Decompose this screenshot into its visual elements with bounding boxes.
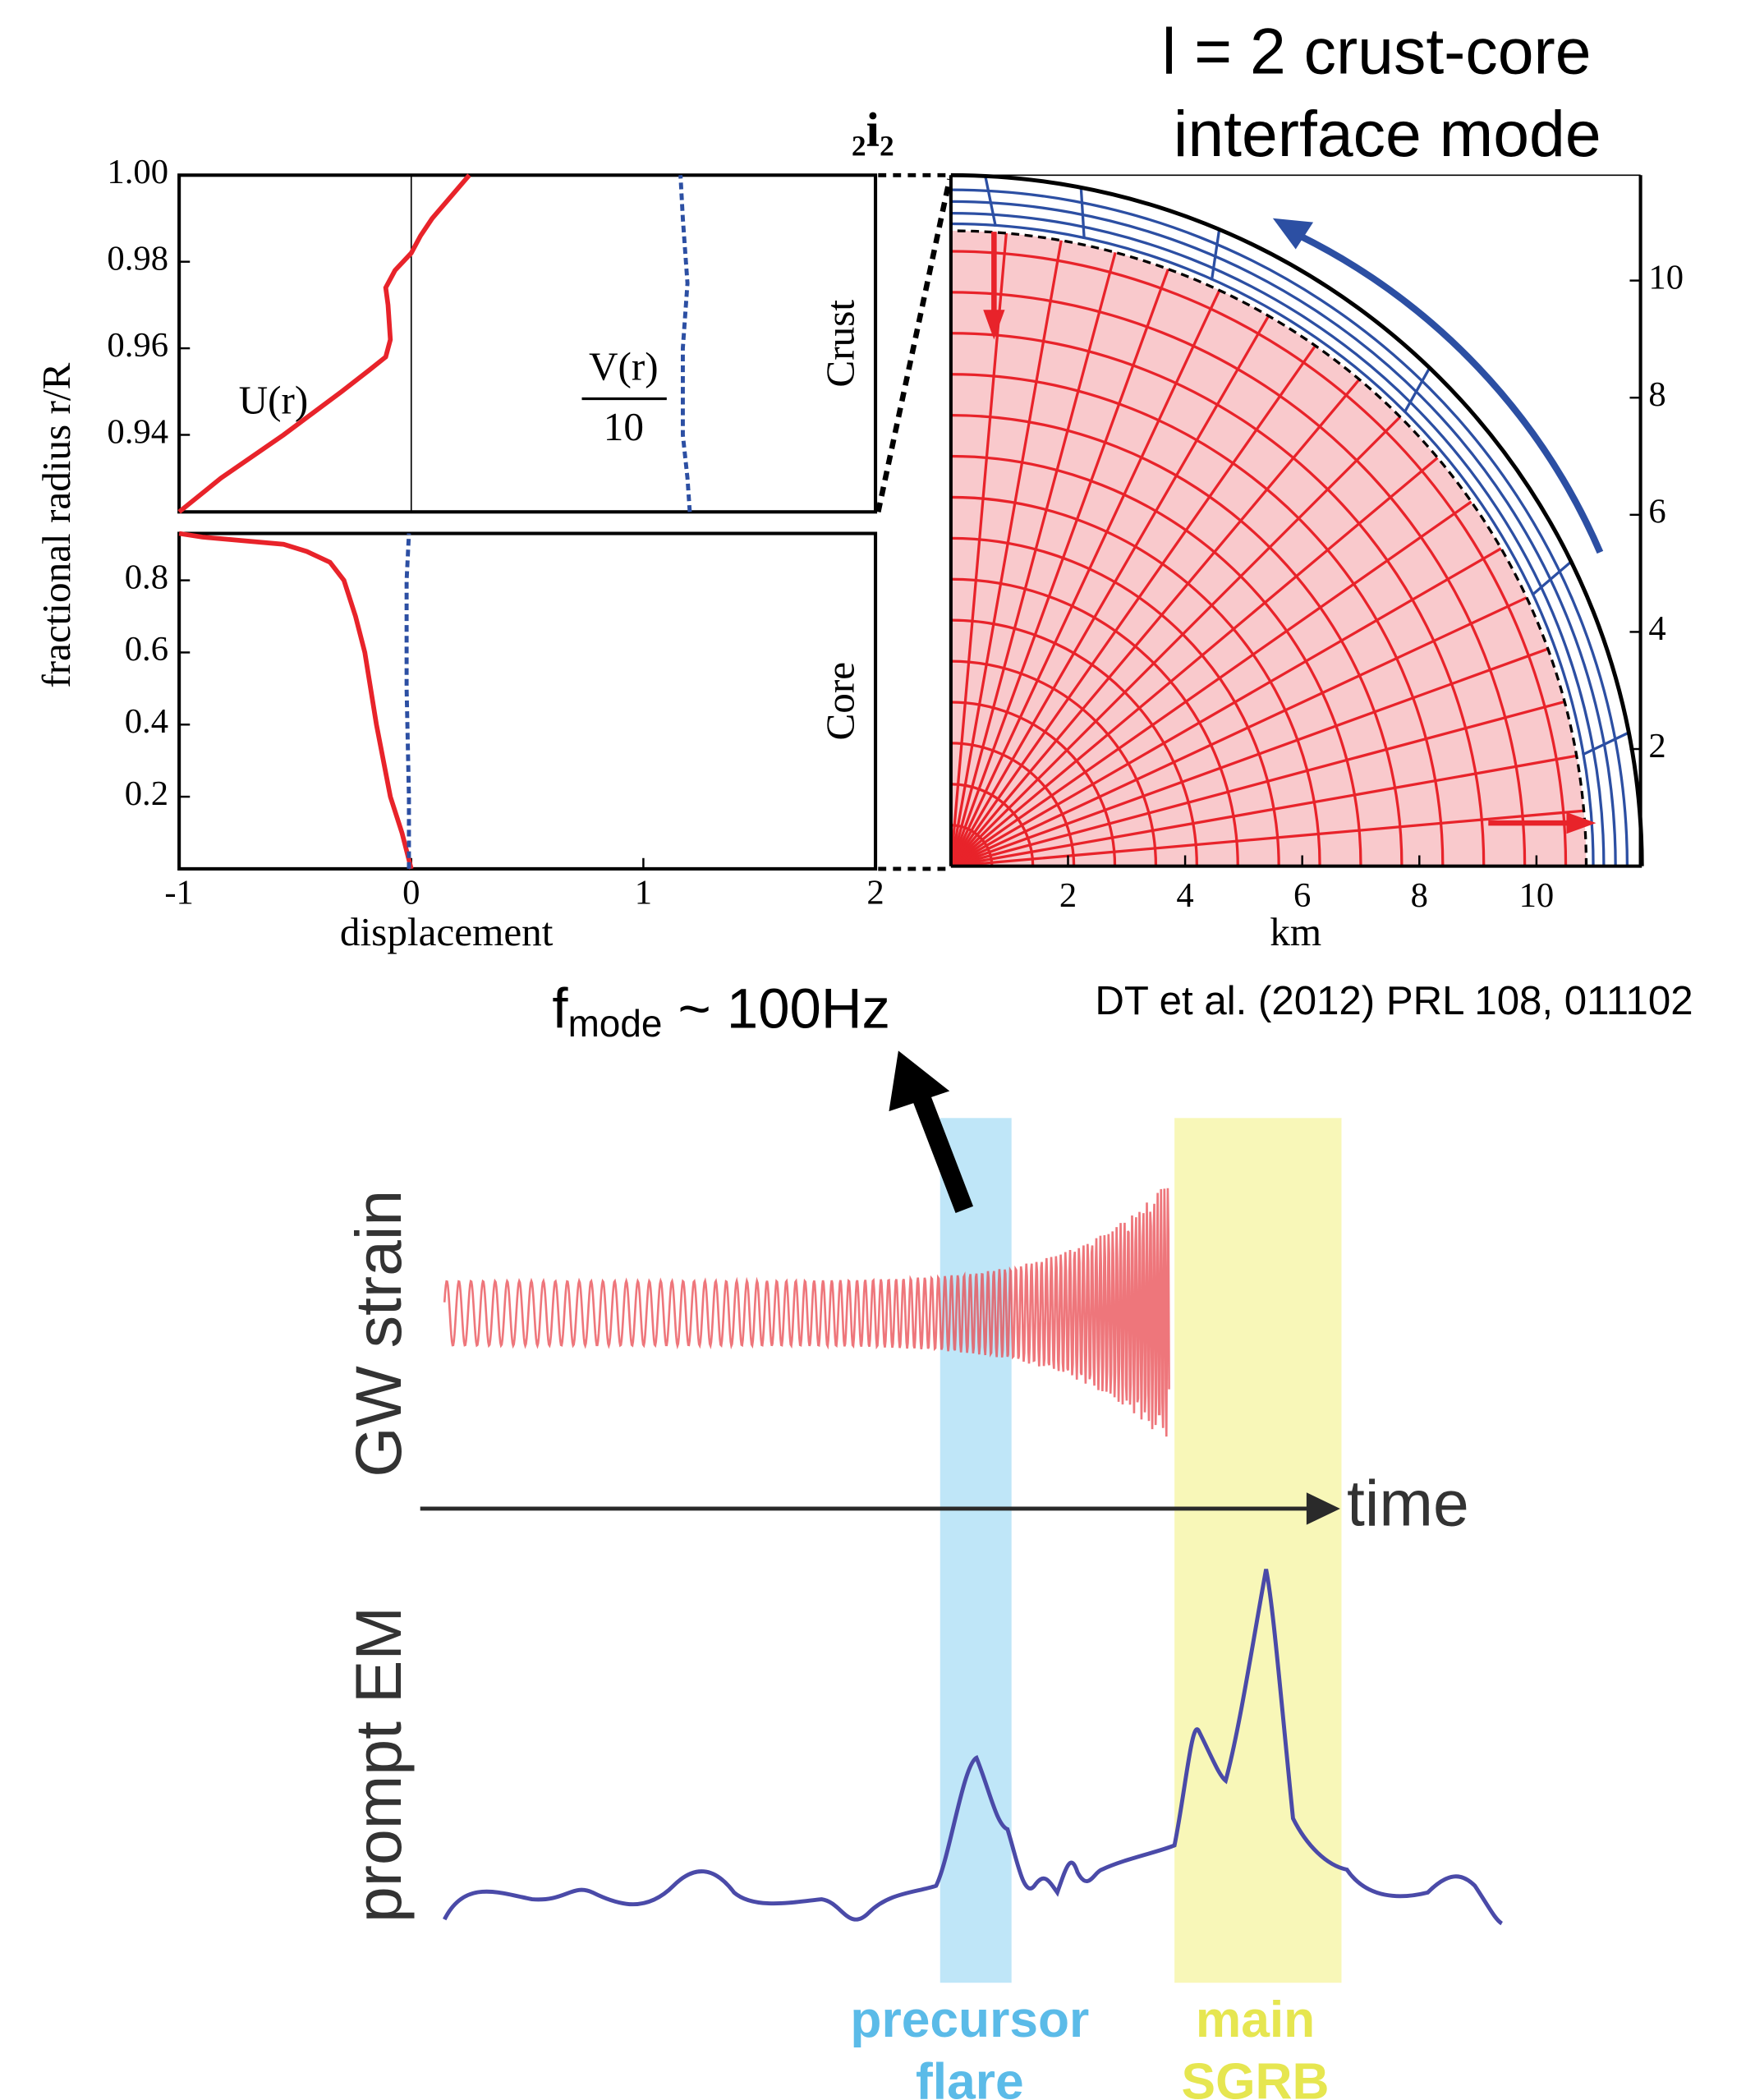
mode-symbol: ₂i₂ (852, 103, 894, 157)
y-tick-label: 1.00 (107, 153, 168, 191)
main-label: main (1196, 1992, 1315, 2048)
crust-arc (950, 211, 1606, 866)
core-grid-ray (949, 232, 1008, 866)
crust-motion-arrow (1298, 232, 1604, 554)
crust-arc (950, 188, 1629, 866)
series-label: U(r) (239, 377, 309, 422)
y-tick-label: 6 (1648, 493, 1665, 531)
crust-ray (1582, 731, 1630, 756)
x-tick-label: 6 (1293, 876, 1311, 915)
series-line (404, 533, 411, 869)
core-grid-ray (949, 378, 1361, 867)
y-tick-label: 4 (1648, 609, 1665, 648)
x-tick-label: 2 (1059, 876, 1077, 915)
x-tick-label: 10 (1519, 876, 1555, 915)
x-tick-label: 2 (866, 873, 884, 912)
plot-frame (177, 173, 878, 514)
series-label: 10 (604, 404, 644, 449)
main-label: SGRB (1182, 2053, 1330, 2100)
crust-ray (984, 175, 997, 227)
core-grid-ray (949, 344, 1316, 867)
series-line (178, 531, 414, 870)
y-tick-label: 0.96 (107, 326, 168, 365)
precursor-label: flare (916, 2053, 1024, 2100)
crust-ray (1079, 187, 1086, 240)
mode-title: interface mode (1174, 98, 1601, 170)
core-grid-ray (949, 457, 1439, 867)
precursor-label: precursor (850, 1992, 1089, 2048)
time-label: time (1347, 1468, 1469, 1540)
y-tick-label: 10 (1648, 258, 1684, 296)
y-tick-label: 0.4 (125, 702, 168, 741)
y-tick-label: 0.98 (107, 239, 168, 278)
gw-waveform (443, 1188, 1170, 1437)
core-grid-ray (949, 500, 1472, 867)
crust-ray (1210, 229, 1221, 281)
mode-title: l = 2 crust-core (1162, 16, 1592, 88)
precursor-band (940, 1118, 1012, 1983)
plot-frame (177, 531, 878, 871)
core-grid-ray (950, 809, 1584, 868)
core-grid-ray (950, 754, 1578, 868)
core-grid-ray (949, 315, 1270, 867)
crust-motion-head (1272, 218, 1314, 250)
citation: DT et al. (2012) PRL 108, 011102 (1095, 978, 1693, 1023)
series-line (177, 173, 471, 514)
y-tick-label: 8 (1648, 375, 1665, 414)
pointer-arrowhead (889, 1050, 950, 1112)
connector (875, 178, 953, 512)
frequency-subscript: mode (568, 1002, 663, 1045)
cartoon: GW strain prompt EM time precursor flare… (342, 1050, 1504, 2100)
em-curve (443, 1569, 1504, 1926)
core-grid-ray (949, 251, 1117, 867)
surface-line (950, 172, 1644, 866)
series-label: V(r) (589, 343, 659, 388)
em-label: prompt EM (342, 1606, 415, 1923)
crust-ray (1531, 560, 1573, 596)
region-label: Crust (818, 300, 863, 388)
y-tick-label: 0.6 (125, 630, 168, 669)
core-grid-ray (949, 289, 1221, 867)
x-tick-label: 1 (635, 873, 652, 912)
core-grid-ray (950, 700, 1565, 868)
region-label: Core (818, 662, 863, 741)
x-tick-label: 0 (402, 873, 420, 912)
time-arrowhead (1306, 1492, 1340, 1525)
x-tick-label: -1 (164, 873, 194, 912)
gw-label: GW strain (342, 1190, 415, 1477)
core-grid-ray (949, 269, 1170, 867)
frequency-symbol: f (552, 977, 568, 1041)
main-band (1174, 1118, 1342, 1983)
frequency-text: ~ 100Hz (662, 977, 890, 1041)
y-axis-label: fractional radius r/R (34, 362, 79, 687)
pointer-arrow (911, 1090, 974, 1213)
frequency-label: fmode ~ 100Hz (552, 977, 890, 1045)
core-grid-ray (950, 647, 1549, 868)
x-tick-label: 4 (1176, 876, 1193, 915)
y-tick-label: 0.2 (125, 774, 168, 813)
core-grid-ray (949, 240, 1063, 866)
radial-arrow-head (983, 310, 1005, 340)
y-tick-label: 0.8 (125, 558, 168, 596)
x-tick-label: 8 (1411, 876, 1428, 915)
y-tick-label: 2 (1648, 727, 1665, 765)
interface-line (950, 229, 1588, 866)
core-grid-ray (949, 416, 1402, 867)
core-grid-ray (950, 547, 1502, 868)
crust-ray (1403, 367, 1431, 414)
x-axis-label: km (1270, 909, 1321, 954)
crust-arc (950, 200, 1617, 866)
top-panels: 0.94 0.96 0.98 1.00 Crust 0.2 0.4 0.6 0.8 -1 0 1 2 di… (107, 153, 1684, 954)
y-tick-label: 0.94 (107, 412, 168, 451)
radial-arrow-head (1566, 812, 1596, 834)
core-grid-ray (950, 596, 1528, 868)
x-axis-label: displacement (340, 909, 554, 954)
series-line (678, 175, 692, 512)
